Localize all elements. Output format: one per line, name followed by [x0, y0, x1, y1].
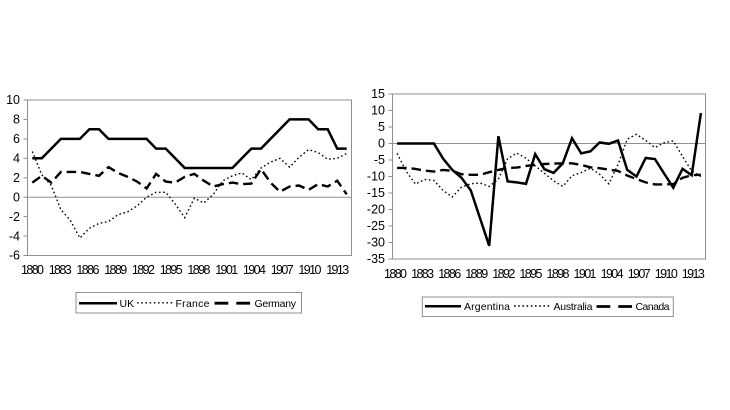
svg-text:1895: 1895 — [519, 267, 542, 281]
svg-text:8: 8 — [13, 113, 20, 127]
svg-text:10: 10 — [6, 93, 20, 107]
svg-text:-25: -25 — [367, 219, 385, 233]
svg-text:France: France — [176, 298, 210, 310]
svg-text:1886: 1886 — [438, 267, 461, 281]
svg-text:0: 0 — [378, 137, 385, 151]
svg-text:-2: -2 — [9, 210, 20, 224]
svg-text:-20: -20 — [367, 203, 385, 217]
svg-text:1883: 1883 — [411, 267, 434, 281]
svg-text:1910: 1910 — [655, 267, 678, 281]
svg-text:1910: 1910 — [298, 263, 321, 277]
svg-text:1907: 1907 — [271, 263, 294, 277]
svg-text:0: 0 — [13, 190, 20, 204]
svg-text:1898: 1898 — [187, 263, 210, 277]
svg-text:-6: -6 — [9, 249, 20, 263]
svg-text:1907: 1907 — [628, 267, 651, 281]
svg-text:-10: -10 — [367, 170, 385, 184]
svg-text:Canada: Canada — [636, 301, 670, 313]
svg-text:1898: 1898 — [547, 267, 570, 281]
svg-text:-30: -30 — [367, 236, 385, 250]
svg-text:4: 4 — [13, 152, 20, 166]
svg-text:-5: -5 — [374, 153, 385, 167]
svg-text:1883: 1883 — [49, 263, 72, 277]
svg-text:1904: 1904 — [601, 267, 624, 281]
svg-text:1892: 1892 — [132, 263, 155, 277]
svg-text:1892: 1892 — [492, 267, 515, 281]
svg-text:1913: 1913 — [682, 267, 705, 281]
svg-text:1880: 1880 — [21, 263, 44, 277]
svg-text:1901: 1901 — [215, 263, 238, 277]
svg-text:-4: -4 — [9, 229, 20, 243]
svg-text:-15: -15 — [367, 186, 385, 200]
svg-text:1889: 1889 — [465, 267, 488, 281]
svg-text:2: 2 — [13, 171, 20, 185]
svg-text:1895: 1895 — [160, 263, 183, 277]
svg-text:1913: 1913 — [326, 263, 349, 277]
svg-text:Australia: Australia — [554, 301, 593, 313]
svg-text:1880: 1880 — [384, 267, 407, 281]
svg-text:-35: -35 — [367, 252, 385, 266]
svg-text:6: 6 — [13, 132, 20, 146]
svg-text:1886: 1886 — [76, 263, 99, 277]
svg-text:5: 5 — [378, 120, 385, 134]
svg-text:1901: 1901 — [574, 267, 597, 281]
svg-text:Argentina: Argentina — [464, 301, 510, 313]
svg-text:UK: UK — [120, 298, 135, 310]
svg-text:1889: 1889 — [104, 263, 127, 277]
svg-text:10: 10 — [371, 104, 385, 118]
svg-text:Germany: Germany — [255, 298, 297, 310]
svg-text:1904: 1904 — [243, 263, 266, 277]
svg-text:15: 15 — [371, 87, 385, 101]
